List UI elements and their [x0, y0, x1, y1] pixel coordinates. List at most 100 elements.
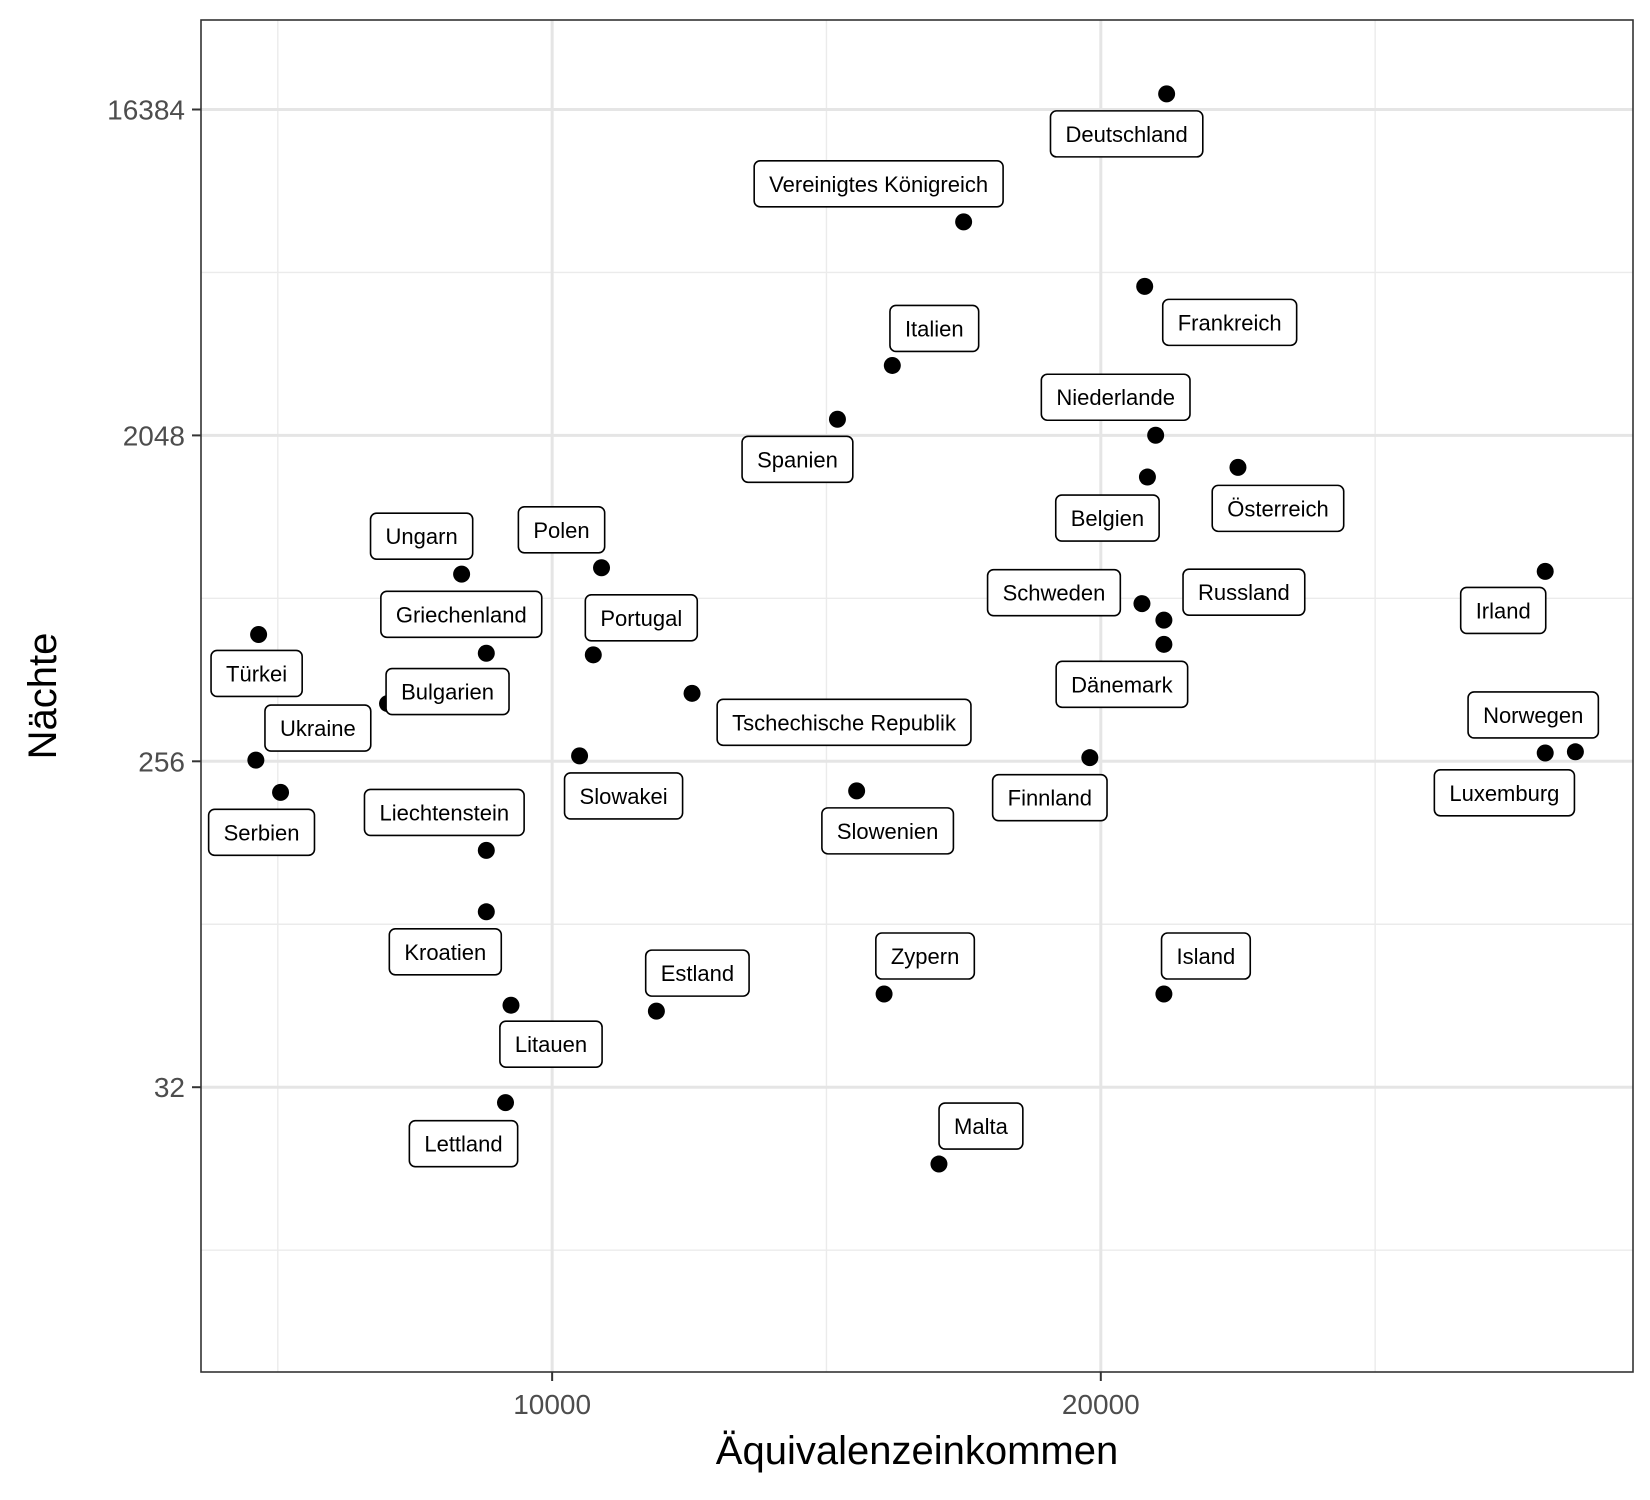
- point-label-box: [991, 773, 1108, 822]
- data-point: [875, 985, 893, 1003]
- point-label-box: [644, 949, 750, 997]
- point-label: Vereinigtes Königreich: [753, 160, 1004, 208]
- point-label-text: Ungarn: [386, 524, 458, 549]
- point-label: Kroatien: [388, 927, 503, 976]
- point-label: Portugal: [584, 594, 699, 642]
- point-label-text: Kroatien: [404, 940, 486, 965]
- point-label-box: [1054, 494, 1160, 542]
- point-label-box: [938, 1102, 1024, 1150]
- data-point: [1566, 743, 1584, 761]
- y-tick-label: 256: [138, 746, 185, 777]
- point-label-box: [380, 590, 543, 639]
- point-label-box: [207, 808, 316, 857]
- x-tick-label: 10000: [513, 1389, 591, 1420]
- point-label: Finnland: [991, 773, 1108, 822]
- point-label-box: [1040, 373, 1191, 422]
- point-label: Luxemburg: [1433, 769, 1576, 817]
- point-label-box: [563, 772, 684, 820]
- point-label-box: [875, 932, 976, 980]
- point-label: Italien: [889, 304, 980, 353]
- x-tick-label: 20000: [1062, 1389, 1140, 1420]
- point-label-text: Russland: [1198, 580, 1290, 605]
- point-label-box: [753, 160, 1004, 208]
- point-label-text: Irland: [1476, 598, 1531, 623]
- y-axis-title: Nächte: [21, 633, 65, 760]
- data-point: [848, 782, 866, 800]
- data-point: [1081, 749, 1099, 767]
- point-label: Malta: [938, 1102, 1024, 1150]
- point-label: Tschechische Republik: [716, 698, 972, 747]
- point-label-box: [210, 649, 303, 698]
- data-point: [1155, 611, 1173, 629]
- point-label-text: Frankreich: [1178, 310, 1282, 335]
- point-label-box: [517, 505, 606, 554]
- point-label-text: Niederlande: [1056, 385, 1175, 410]
- data-point: [593, 559, 611, 577]
- point-label-text: Bulgarien: [401, 680, 494, 705]
- point-label-box: [1161, 298, 1298, 347]
- data-point: [497, 1094, 515, 1112]
- data-point: [930, 1155, 948, 1173]
- point-label-box: [385, 667, 510, 716]
- point-label-text: Dänemark: [1071, 672, 1173, 697]
- point-label-box: [388, 927, 503, 976]
- data-point: [502, 996, 520, 1014]
- panel-border: [200, 19, 1634, 1373]
- point-label-text: Slowenien: [837, 819, 939, 844]
- point-label-box: [741, 435, 854, 484]
- point-label-text: Italien: [905, 316, 964, 341]
- data-point: [883, 356, 901, 374]
- point-label-text: Liechtenstein: [379, 800, 509, 825]
- point-label: Frankreich: [1161, 298, 1298, 347]
- point-label-box: [1467, 691, 1600, 739]
- data-point: [1536, 562, 1554, 580]
- point-label: Polen: [517, 505, 606, 554]
- y-tick-label: 16384: [107, 94, 185, 125]
- y-axis: 32 256 2048 16384: [107, 94, 201, 1103]
- point-label-box: [369, 512, 474, 560]
- data-point: [683, 684, 701, 702]
- point-label-text: Polen: [533, 518, 589, 543]
- point-label: Griechenland: [380, 590, 543, 639]
- data-point: [1147, 426, 1165, 444]
- point-label-text: Litauen: [515, 1032, 587, 1057]
- point-label-text: Norwegen: [1483, 703, 1583, 728]
- point-label: Litauen: [499, 1020, 603, 1069]
- x-axis: 10000 20000: [513, 1372, 1140, 1420]
- point-label: Slowakei: [563, 772, 684, 820]
- point-label-text: Zypern: [891, 944, 959, 969]
- point-label-text: Belgien: [1071, 506, 1144, 531]
- data-point: [1155, 985, 1173, 1003]
- point-label: Serbien: [207, 808, 316, 857]
- data-point: [477, 903, 495, 921]
- point-label-box: [1049, 110, 1204, 158]
- data-points: [247, 85, 1584, 1173]
- point-label: Irland: [1459, 586, 1547, 635]
- data-point: [828, 410, 846, 428]
- point-label-text: Ukraine: [280, 716, 356, 741]
- point-label-text: Slowakei: [580, 784, 668, 809]
- point-label-text: Estland: [661, 961, 734, 986]
- point-label-text: Malta: [954, 1114, 1009, 1139]
- point-label-text: Lettland: [424, 1132, 502, 1157]
- point-label: Türkei: [210, 649, 303, 698]
- point-label-box: [889, 304, 980, 353]
- point-label-text: Deutschland: [1065, 122, 1187, 147]
- point-label-text: Vereinigtes Königreich: [769, 172, 988, 197]
- point-label-box: [264, 704, 372, 752]
- data-point: [477, 841, 495, 859]
- point-label-text: Griechenland: [396, 602, 527, 627]
- point-label: Bulgarien: [385, 667, 510, 716]
- data-point: [584, 646, 602, 664]
- point-label: Slowenien: [821, 807, 955, 855]
- point-label-box: [1182, 568, 1306, 616]
- point-label-text: Türkei: [226, 661, 287, 686]
- point-label: Estland: [644, 949, 750, 997]
- point-label-box: [716, 698, 972, 747]
- point-label: Lettland: [408, 1119, 519, 1168]
- point-label-box: [499, 1020, 603, 1069]
- data-point: [1138, 468, 1156, 486]
- point-label-text: Portugal: [600, 606, 682, 631]
